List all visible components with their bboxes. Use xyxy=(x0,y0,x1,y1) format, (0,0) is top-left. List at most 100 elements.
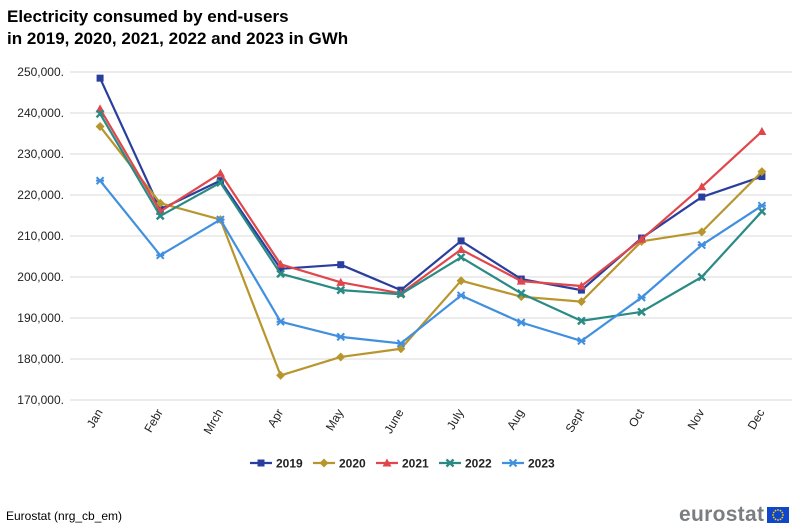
data-point xyxy=(516,289,526,298)
data-point xyxy=(277,265,285,273)
data-point xyxy=(457,237,465,245)
eurostat-wordmark: eurostat xyxy=(679,503,765,526)
legend-item-2022: 2022 xyxy=(439,457,492,471)
x-axis-tick-labels: Jan Febr Mrch Apr May June July Aug Sept Oct Nov De… xyxy=(84,406,768,437)
data-point xyxy=(216,178,225,188)
data-point xyxy=(577,286,585,294)
y-tick-label: 230,000. xyxy=(17,147,64,161)
data-point xyxy=(276,370,286,380)
flag-star xyxy=(781,516,784,519)
data-point xyxy=(757,126,767,135)
legend-marker xyxy=(319,458,329,468)
flag-star xyxy=(779,518,782,521)
series-line-2020 xyxy=(99,125,763,377)
data-point xyxy=(276,269,285,279)
legend-item-2019: 2019 xyxy=(250,457,303,471)
flag-star xyxy=(777,509,780,511)
data-point xyxy=(456,291,466,300)
y-tick-label: 170,000. xyxy=(17,393,64,407)
flag-star xyxy=(772,514,775,516)
data-point xyxy=(155,211,165,221)
data-point xyxy=(697,272,707,282)
x-tick-label: Mrch xyxy=(201,407,226,437)
y-tick-label: 200,000. xyxy=(17,270,64,284)
legend-label: 2020 xyxy=(339,457,366,471)
flag-star xyxy=(777,519,780,521)
data-point xyxy=(96,74,104,82)
data-point xyxy=(215,168,225,177)
gridlines xyxy=(70,71,792,401)
data-point xyxy=(336,277,346,286)
legend-label: 2022 xyxy=(465,457,492,471)
data-point xyxy=(697,240,706,250)
data-point xyxy=(276,317,285,326)
line-chart: 170,000. 180,000. 190,000. 200,000. 210,000.… xyxy=(17,65,792,471)
legend-item-2021: 2021 xyxy=(376,457,429,471)
series-lines xyxy=(95,74,767,380)
data-point xyxy=(456,276,466,286)
data-point xyxy=(337,261,345,269)
x-tick-label: Aug xyxy=(504,407,527,432)
data-point xyxy=(456,252,466,262)
chart-title-line-2: in 2019, 2020, 2021, 2022 and 2023 in GW… xyxy=(7,29,349,48)
legend-marker xyxy=(257,459,265,467)
flag-star xyxy=(774,509,777,512)
source-note: Eurostat (nrg_cb_em) xyxy=(6,509,123,523)
x-tick-label: Febr xyxy=(141,407,165,435)
chart-title: Electricity consumed by end-users in 201… xyxy=(7,6,348,50)
data-point xyxy=(697,227,707,237)
legend-label: 2019 xyxy=(276,457,303,471)
x-tick-label: Dec xyxy=(745,407,768,432)
flag-star xyxy=(779,509,782,512)
data-point xyxy=(336,285,346,295)
x-tick-label: Nov xyxy=(685,407,708,432)
flag-star xyxy=(774,518,777,521)
x-tick-label: May xyxy=(323,407,346,434)
flag-star xyxy=(781,511,784,514)
data-point xyxy=(697,182,707,191)
series-2019 xyxy=(96,74,766,294)
data-point xyxy=(95,109,105,119)
data-point xyxy=(396,339,406,348)
data-point xyxy=(698,193,706,201)
data-point xyxy=(336,352,346,362)
x-tick-label: Sept xyxy=(563,406,588,435)
series-line-2023 xyxy=(99,179,763,345)
data-point xyxy=(396,289,406,299)
y-tick-label: 210,000. xyxy=(17,229,64,243)
legend-item-2023: 2023 xyxy=(502,457,555,471)
data-point xyxy=(216,177,224,185)
series-line-2022 xyxy=(99,113,763,322)
x-tick-label: Jan xyxy=(84,407,106,431)
legend-marker xyxy=(508,458,518,468)
data-point xyxy=(336,332,345,342)
data-point xyxy=(576,297,586,307)
chart-title-line-1: Electricity consumed by end-users xyxy=(7,7,289,26)
series-line-2019 xyxy=(99,77,763,292)
data-point xyxy=(95,176,105,185)
x-tick-label: June xyxy=(381,406,406,436)
x-tick-label: Oct xyxy=(626,406,648,430)
y-tick-label: 250,000. xyxy=(17,65,64,79)
legend-marker xyxy=(382,458,392,467)
data-point xyxy=(156,251,165,260)
legend-label: 2023 xyxy=(528,457,555,471)
data-point xyxy=(276,259,286,268)
x-tick-label: Apr xyxy=(265,407,286,430)
y-axis-tick-labels: 170,000. 180,000. 190,000. 200,000. 210,000.… xyxy=(17,65,64,407)
data-point xyxy=(577,316,586,326)
data-point xyxy=(577,336,586,346)
legend: 2019 2020 2021 2022 2023 xyxy=(250,457,555,471)
eu-flag-icon xyxy=(767,507,790,523)
series-line-2021 xyxy=(99,108,763,295)
y-tick-label: 180,000. xyxy=(17,352,64,366)
data-point xyxy=(637,234,647,243)
data-point xyxy=(456,245,466,254)
data-point xyxy=(757,201,767,210)
legend-label: 2021 xyxy=(402,457,429,471)
y-tick-label: 220,000. xyxy=(17,188,64,202)
y-tick-label: 190,000. xyxy=(17,311,64,325)
series-2023 xyxy=(95,176,767,348)
eurostat-logo: eurostat xyxy=(679,503,790,527)
x-tick-label: July xyxy=(444,407,467,432)
